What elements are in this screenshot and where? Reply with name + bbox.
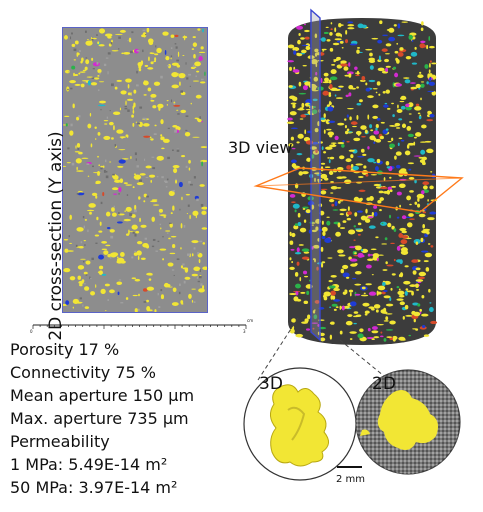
cross-section-frame: [62, 27, 208, 313]
permeability-title: Permeability: [10, 432, 110, 451]
connector-line-3d: [257, 317, 299, 381]
porosity-text: Porosity 17 %: [10, 340, 120, 359]
inset-2d-label: 2D: [372, 374, 396, 394]
connector-line-2d: [339, 339, 385, 377]
inset-2d: [355, 369, 461, 475]
mean-aperture-text: Mean aperture 150 μm: [10, 386, 195, 405]
ruler-end-label: 3: [243, 329, 246, 334]
inset-3d: [243, 367, 357, 481]
cross-section-pores: [61, 27, 209, 313]
permeability-1mpa: 1 MPa: 5.49E-14 m²: [10, 455, 168, 474]
ruler-start-label: 0: [30, 329, 33, 334]
view-3d-label: 3D view: [228, 138, 293, 157]
cylinder-3d-view: [253, 8, 464, 345]
ruler-unit-label: cm: [247, 318, 254, 323]
max-aperture-text: Max. aperture 735 μm: [10, 409, 189, 428]
permeability-50mpa: 50 MPa: 3.97E-14 m²: [10, 478, 178, 497]
connectivity-text: Connectivity 75 %: [10, 363, 156, 382]
vertical-plane: [310, 8, 321, 342]
scale-bar-label: 2 mm: [336, 474, 366, 485]
ruler: [32, 324, 247, 329]
inset-3d-label: 3D: [259, 374, 283, 394]
